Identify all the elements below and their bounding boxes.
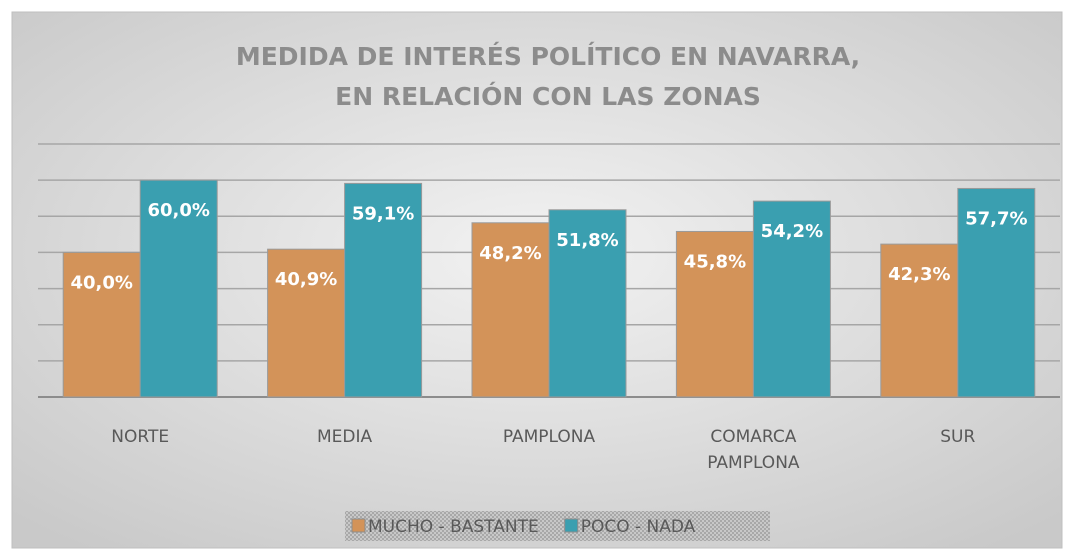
legend-box bbox=[345, 511, 770, 541]
x-tick-label: SUR bbox=[940, 427, 976, 447]
x-tick-label: PAMPLONA bbox=[502, 427, 596, 447]
data-label: 40,9% bbox=[275, 269, 337, 290]
x-tick-label: COMARCA PAMPLONA bbox=[707, 427, 800, 473]
data-label: 57,7% bbox=[965, 208, 1027, 229]
bar bbox=[957, 187, 1036, 398]
chart-title: MEDIDA DE INTERÉS POLÍTICO EN NAVARRA, bbox=[236, 42, 860, 71]
x-tick-label: MEDIA bbox=[317, 427, 373, 447]
data-label: 48,2% bbox=[479, 243, 541, 264]
legend-label: POCO - NADA bbox=[581, 517, 696, 537]
x-tick-label: NORTE bbox=[111, 427, 170, 447]
legend-swatch bbox=[564, 518, 579, 533]
data-label: 54,2% bbox=[761, 221, 823, 242]
data-label: 40,0% bbox=[70, 272, 132, 293]
chart-title: EN RELACIÓN CON LAS ZONAS bbox=[335, 81, 761, 111]
legend-swatch bbox=[351, 518, 366, 533]
bar bbox=[344, 182, 423, 398]
data-label: 45,8% bbox=[684, 251, 746, 272]
legend-label: MUCHO - BASTANTE bbox=[368, 517, 539, 537]
data-label: 42,3% bbox=[888, 264, 950, 285]
bar bbox=[548, 209, 627, 398]
data-label: 60,0% bbox=[147, 200, 209, 221]
bar bbox=[880, 243, 959, 398]
bar bbox=[752, 200, 831, 398]
data-label: 59,1% bbox=[352, 203, 414, 224]
bar bbox=[267, 248, 346, 398]
bar bbox=[471, 222, 550, 398]
bar bbox=[139, 179, 218, 398]
bar bbox=[62, 251, 141, 398]
data-label: 51,8% bbox=[556, 230, 618, 251]
